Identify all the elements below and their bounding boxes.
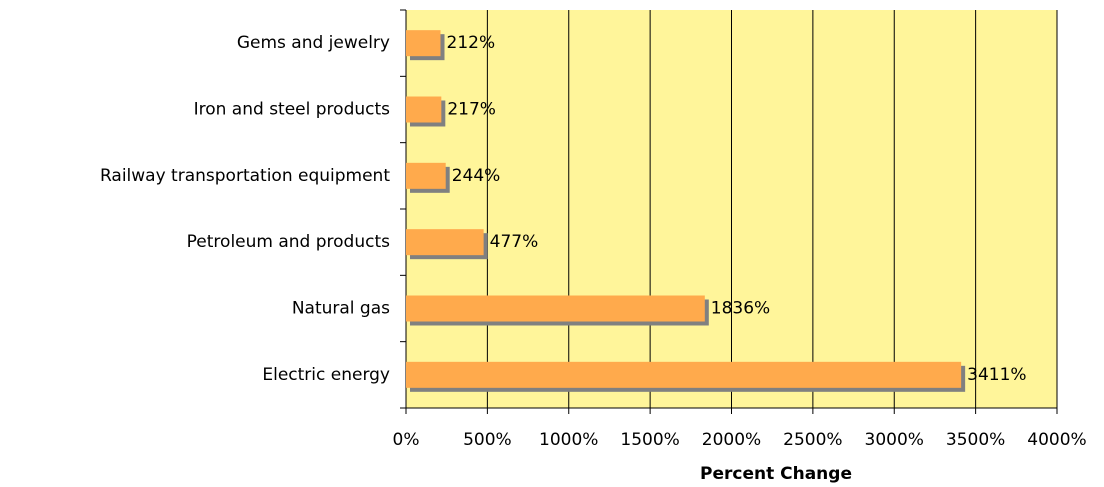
y-tick-label: Gems and jewelry xyxy=(237,33,390,53)
x-tick-label: 0% xyxy=(393,430,420,450)
x-tick-label: 3000% xyxy=(865,430,924,450)
x-tick-label: 2500% xyxy=(783,430,842,450)
x-tick-label: 1000% xyxy=(539,430,598,450)
y-tick-label: Natural gas xyxy=(292,299,390,319)
value-label: 217% xyxy=(447,100,496,120)
y-tick-label: Petroleum and products xyxy=(187,232,390,252)
y-tick-label: Railway transportation equipment xyxy=(100,166,390,186)
x-tick-label: 1500% xyxy=(620,430,679,450)
bar xyxy=(406,30,441,57)
x-tick-label: 500% xyxy=(463,430,512,450)
value-label: 1836% xyxy=(711,299,770,319)
x-tick-label: 4000% xyxy=(1027,430,1086,450)
value-label: 3411% xyxy=(967,365,1026,385)
x-axis-title: Percent Change xyxy=(700,464,852,484)
value-label: 477% xyxy=(490,232,539,252)
x-tick-label: 3500% xyxy=(946,430,1005,450)
y-tick-label: Electric energy xyxy=(262,365,390,385)
bar xyxy=(406,229,484,256)
value-label: 212% xyxy=(447,33,496,53)
value-label: 244% xyxy=(452,166,501,186)
bar xyxy=(406,295,705,322)
y-tick-label: Iron and steel products xyxy=(194,100,391,120)
bar xyxy=(406,361,962,388)
bar xyxy=(406,96,442,123)
bar xyxy=(406,162,446,189)
x-tick-label: 2000% xyxy=(702,430,761,450)
